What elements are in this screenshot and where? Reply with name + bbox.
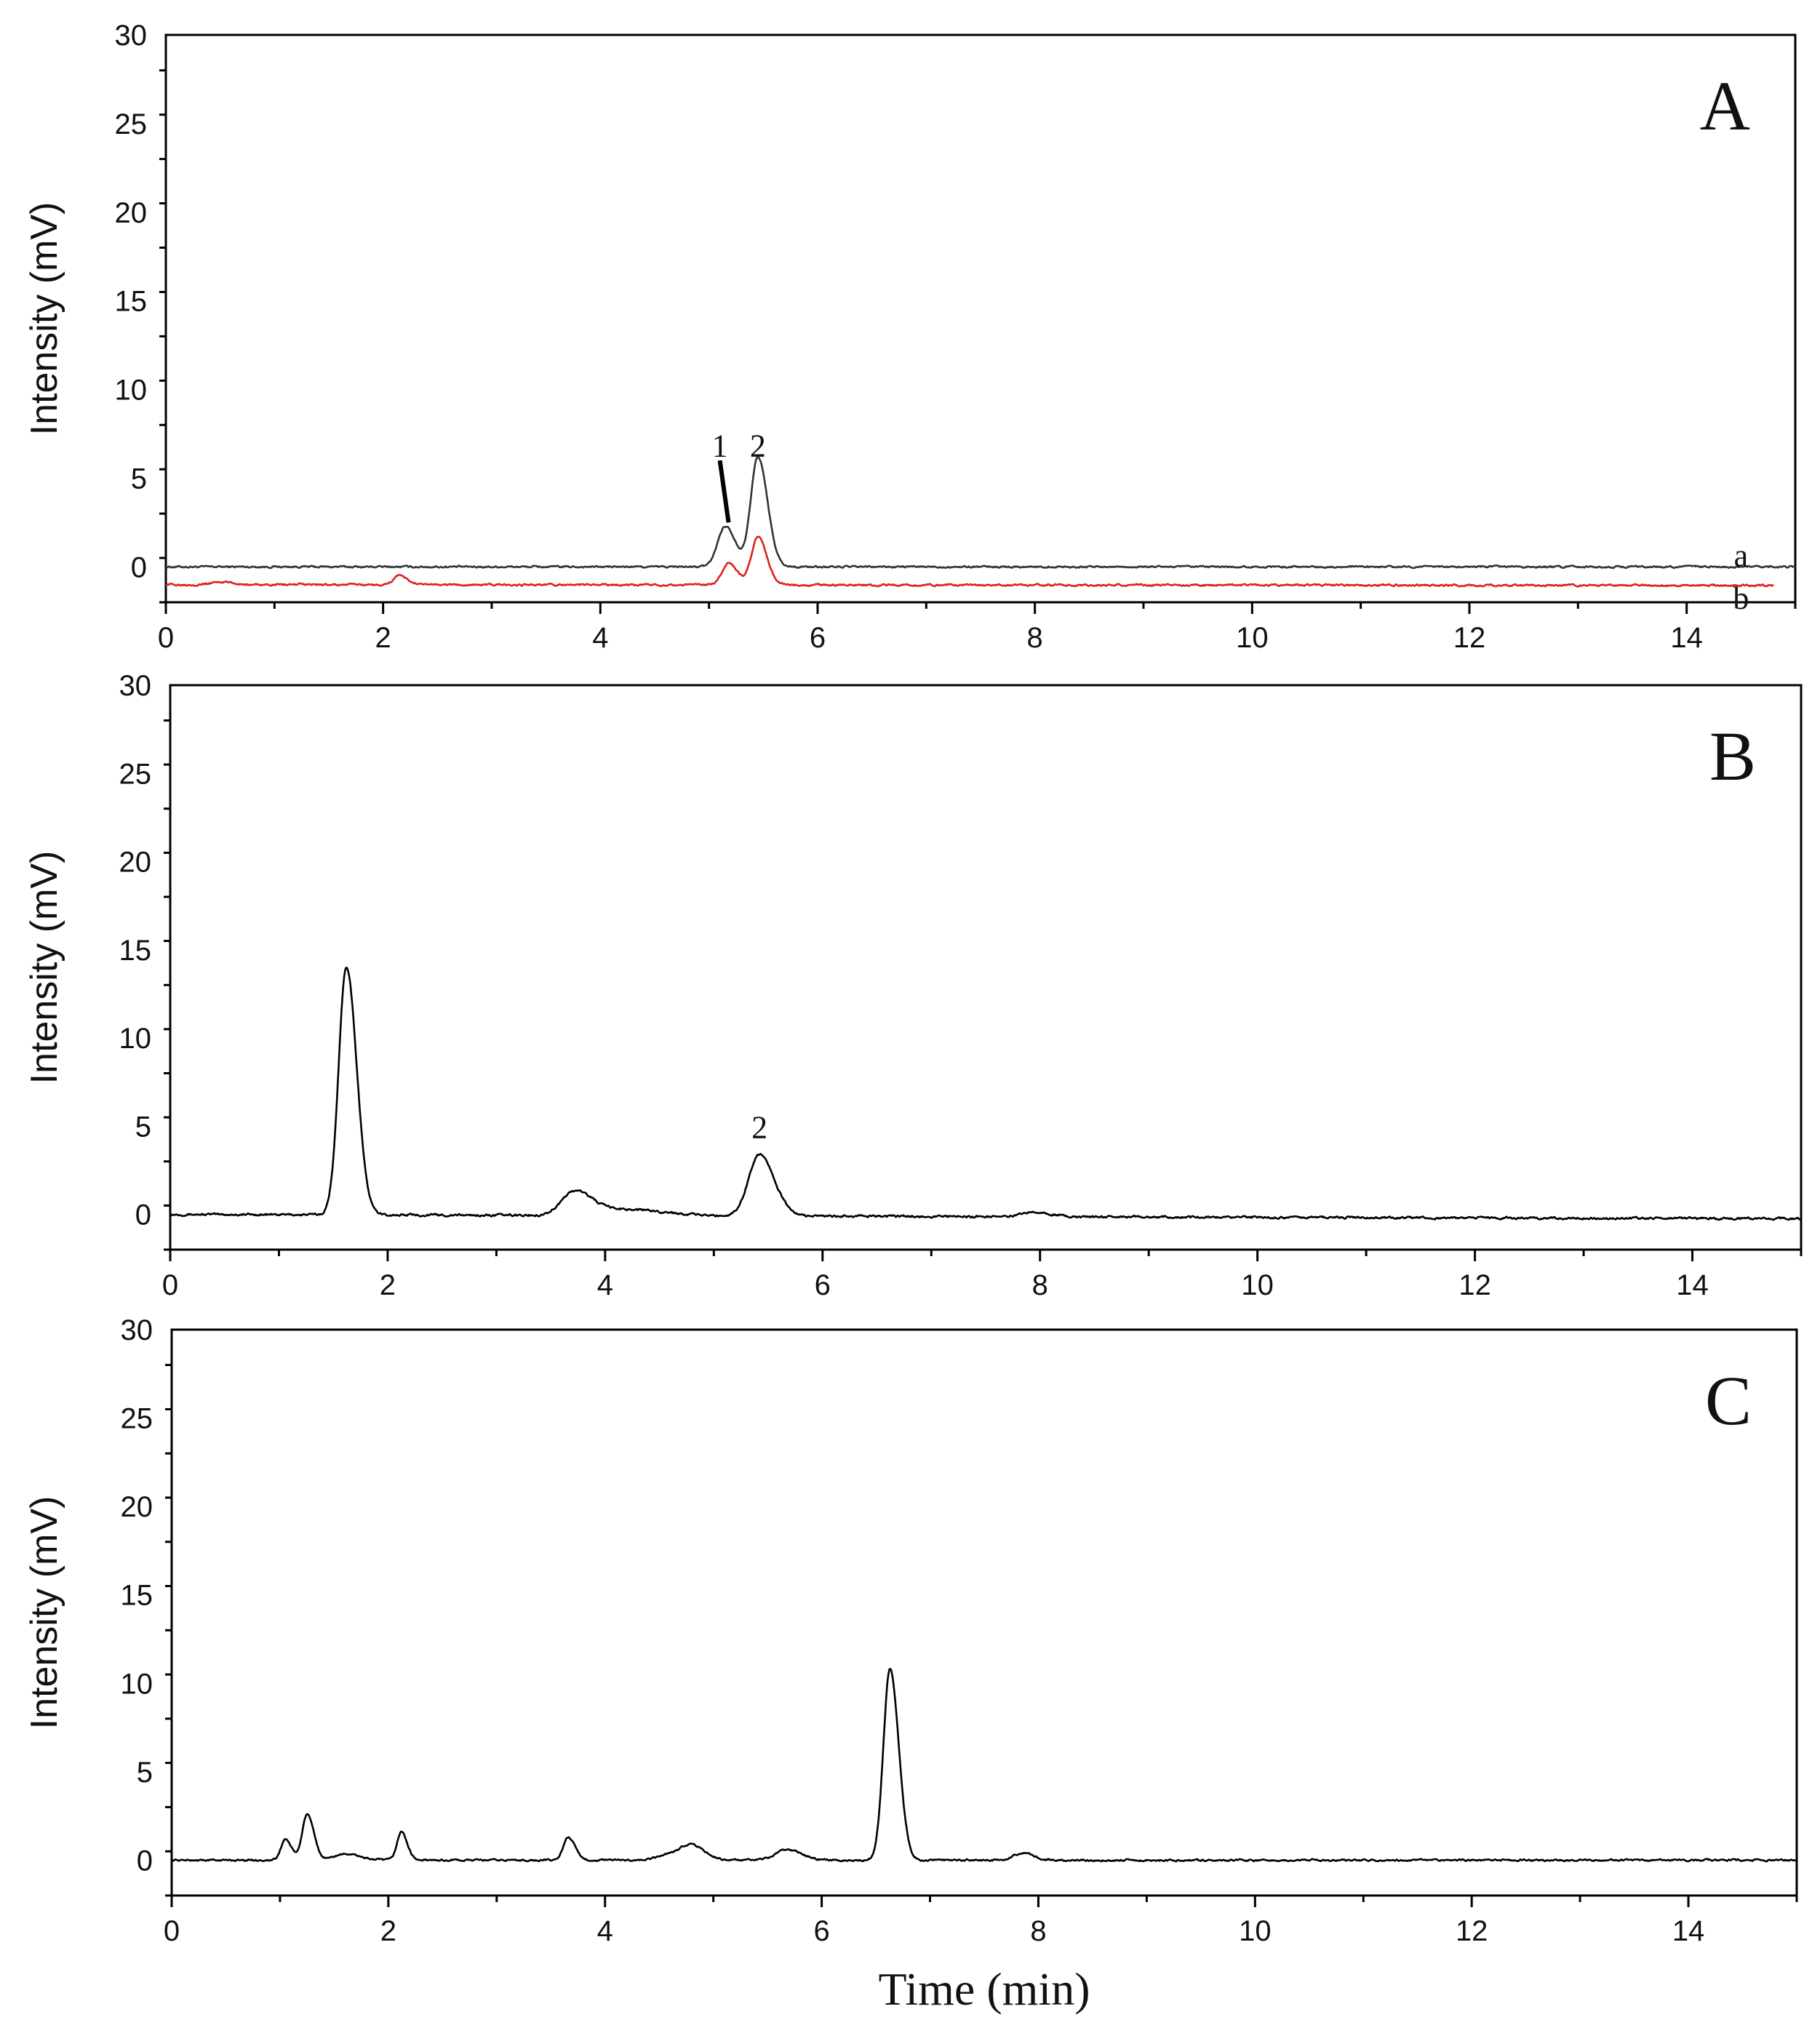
x-tick-label: 12 [1458,1269,1491,1301]
x-tick-label: 14 [1672,1915,1705,1947]
y-tick-label: 25 [119,758,152,790]
x-tick-label: 4 [592,622,608,654]
x-tick-label: 6 [810,622,826,654]
plot-frame [164,33,1797,604]
y-tick-label: 25 [115,108,148,140]
series-label-a: a [1734,538,1749,574]
y-tick-label: 15 [115,286,148,318]
x-tick-label: 14 [1676,1269,1709,1301]
y-axis-title: Intensity (mV) [23,851,65,1085]
peak-label: 2 [751,1110,767,1146]
y-tick-label: 20 [121,1491,153,1523]
panel-label-c: C [1705,1362,1752,1439]
x-tick-label: 8 [1030,1915,1046,1947]
series-label-b: b [1733,580,1749,616]
x-tick-label: 10 [1236,622,1269,654]
y-tick-label: 5 [137,1757,153,1789]
x-tick-label: 10 [1241,1269,1274,1301]
y-tick-label: 30 [119,670,152,702]
y-tick-label: 20 [119,847,152,879]
x-tick-label: 6 [815,1269,831,1301]
x-tick-label: 6 [813,1915,829,1947]
x-tick-label: 12 [1453,622,1486,654]
trace-sample [171,1668,1797,1863]
x-tick-label: 2 [380,1915,396,1947]
y-axis-title: Intensity (mV) [23,202,65,436]
x-tick-label: 4 [597,1915,613,1947]
panel-label-b: B [1709,717,1756,795]
plot-frame [170,1328,1798,1897]
panel-c: 0 5 10 15 20 25 30 0 2 4 6 8 10 12 14 Intensity (mV) Tim… [23,1314,1798,2015]
x-tick-label: 10 [1239,1915,1272,1947]
y-tick-label: 0 [135,1199,151,1231]
x-tick-label: 2 [380,1269,396,1301]
x-tick-label: 8 [1032,1269,1048,1301]
trace-b [165,535,1774,588]
y-tick-label: 0 [131,551,147,583]
x-tick-label: 0 [158,622,174,654]
trace-sample [169,967,1802,1221]
panel-label-a: A [1700,67,1750,145]
y-tick-label: 10 [115,375,148,407]
peak-1-pointer [717,460,731,523]
y-tick-label: 15 [121,1580,153,1612]
plot-frame [169,684,1803,1251]
x-tick-label: 12 [1456,1915,1488,1947]
y-tick-label: 10 [119,1023,152,1055]
x-tick-label: 2 [375,622,391,654]
x-axis-title: Time (min) [879,1963,1090,2015]
x-tick-label: 4 [597,1269,613,1301]
peak-label: 1 [712,428,728,464]
y-tick-label: 30 [121,1314,153,1346]
y-tick-label: 30 [115,20,148,52]
x-tick-label: 0 [162,1269,178,1301]
x-tick-label: 14 [1670,622,1703,654]
y-tick-label: 10 [121,1668,153,1700]
y-tick-label: 20 [115,197,148,229]
peak-label: 2 [750,428,766,464]
panel-b: 0 5 10 15 20 25 30 0 2 4 6 8 10 12 14 Intensity (mV) B 2 [23,670,1803,1301]
y-tick-label: 5 [131,463,147,495]
y-tick-label: 5 [135,1111,151,1143]
x-tick-label: 8 [1027,622,1043,654]
trace-a [165,455,1796,570]
y-tick-label: 25 [121,1403,153,1435]
x-tick-label: 0 [164,1915,180,1947]
y-tick-label: 0 [137,1845,153,1877]
y-axis-title: Intensity (mV) [23,1496,65,1730]
y-tick-label: 15 [119,935,152,967]
